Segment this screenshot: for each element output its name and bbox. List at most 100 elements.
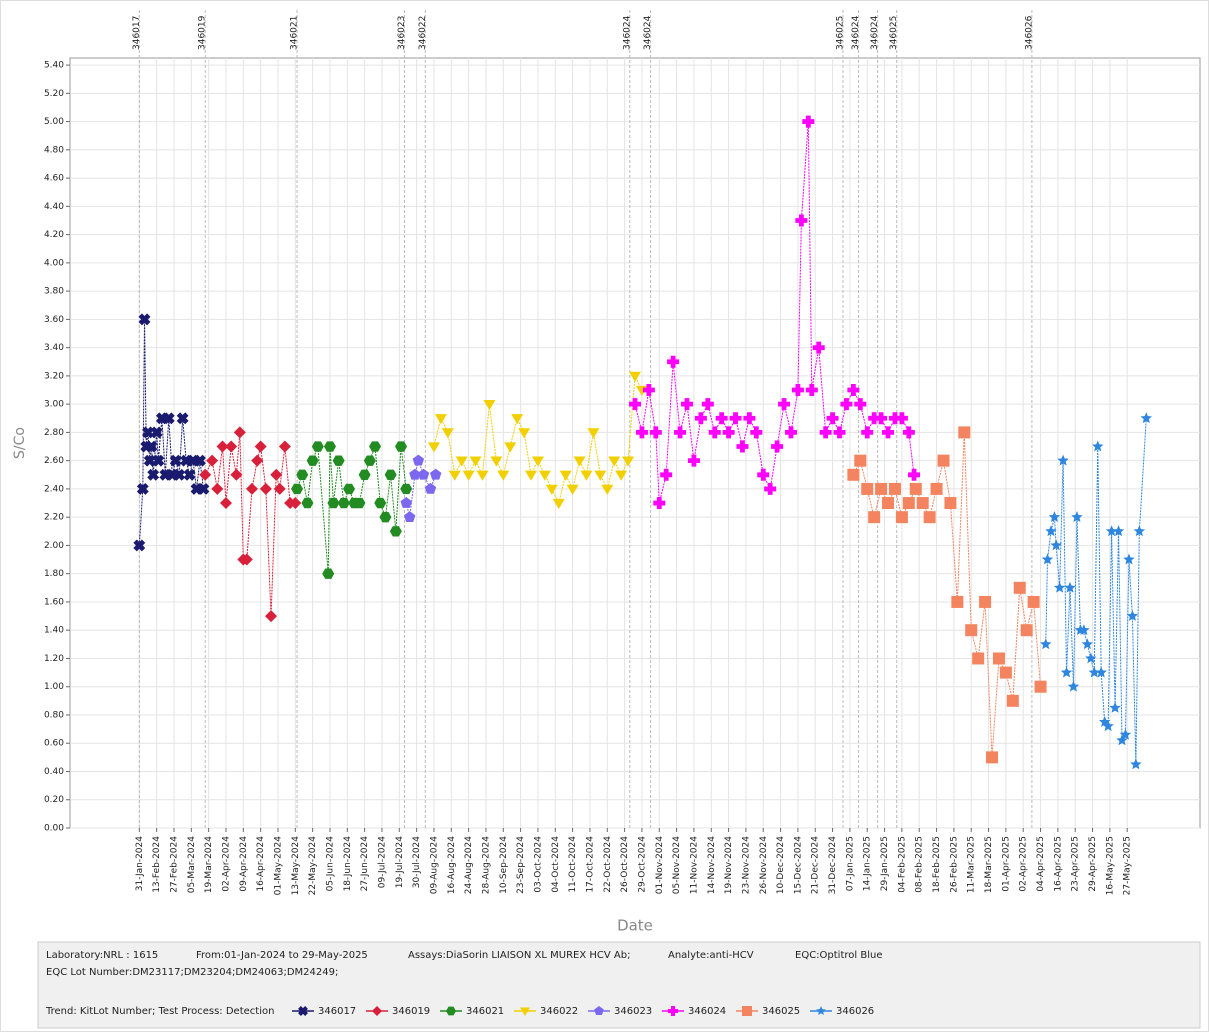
legend-marker (742, 1006, 752, 1016)
data-point (937, 454, 950, 467)
x-tick-label: 29-Jan-2025 (880, 836, 890, 891)
data-point (150, 426, 163, 439)
y-tick-label: 0.40 (44, 767, 64, 777)
data-point (1123, 553, 1135, 565)
data-point (403, 511, 416, 523)
series-line (852, 432, 1042, 758)
lot-label: 346025 (835, 16, 845, 50)
data-point (784, 426, 797, 439)
y-tick-label: 2.60 (44, 456, 64, 466)
data-point (169, 454, 182, 467)
data-point (291, 483, 304, 495)
lot-label: 346024 (622, 15, 632, 50)
lot-label: 346017 (132, 16, 142, 50)
data-point (653, 497, 666, 510)
data-point (812, 341, 825, 354)
data-point (992, 652, 1005, 665)
y-tick-label: 0.60 (44, 739, 64, 749)
data-point (629, 398, 641, 411)
x-tick-label: 18-Jun-2024 (343, 836, 353, 892)
data-point (1060, 666, 1073, 678)
x-tick-label: 14-Jan-2025 (863, 836, 873, 891)
x-tick-label: 18-Mar-2025 (984, 836, 994, 893)
x-tick-label: 19-Mar-2024 (204, 836, 214, 894)
x-tick-label: 30-Jul-2024 (412, 836, 422, 888)
data-point (694, 412, 707, 425)
x-tick-label: 27-Feb-2024 (169, 836, 179, 893)
data-point (147, 468, 160, 481)
data-point (455, 456, 468, 467)
x-tick-label: 23-Nov-2024 (741, 836, 751, 894)
lot-label: 346023 (397, 16, 407, 50)
y-tick-label: 5.40 (44, 61, 64, 71)
data-point (840, 398, 853, 411)
data-point (1081, 638, 1094, 650)
data-point (868, 412, 881, 425)
legend-marker (594, 1006, 604, 1016)
y-tick-label: 4.20 (44, 230, 64, 240)
data-point (1006, 694, 1019, 707)
data-point (573, 456, 586, 467)
data-point (476, 470, 489, 481)
x-tick-label: 10-Sep-2024 (499, 836, 509, 894)
data-point (882, 497, 895, 510)
data-point (587, 428, 600, 439)
data-point (409, 468, 421, 480)
data-point (875, 482, 888, 495)
data-point (722, 426, 735, 439)
x-tick-label: 11-Nov-2024 (689, 836, 699, 894)
y-tick-label: 1.60 (44, 597, 64, 607)
x-tick-label: 24-Aug-2024 (464, 836, 474, 895)
data-point (944, 497, 957, 510)
data-point (211, 482, 224, 495)
data-point (1027, 595, 1040, 608)
data-point (802, 115, 815, 128)
legend-marker (816, 1006, 826, 1016)
data-point (323, 441, 336, 452)
x-tick-label: 31-Jan-2024 (135, 836, 145, 892)
x-tick-label: 29-Apr-2025 (1088, 836, 1098, 892)
data-point (916, 497, 929, 510)
data-point (511, 414, 524, 425)
data-point (525, 470, 538, 481)
data-point (819, 426, 832, 439)
data-point (254, 440, 267, 453)
info-panel (37, 941, 1201, 1029)
plot-area (69, 57, 1201, 829)
x-tick-label: 31-Dec-2024 (828, 836, 838, 895)
data-point (1020, 624, 1033, 637)
data-point (986, 751, 999, 764)
data-point (183, 468, 196, 481)
data-point (1053, 581, 1066, 593)
data-point (1095, 666, 1107, 678)
x-tick-label: 19-Nov-2024 (724, 836, 734, 894)
data-point (642, 384, 655, 397)
data-point (1116, 734, 1128, 746)
legend-label: 346022 (540, 1006, 578, 1017)
data-point (958, 426, 971, 439)
data-point (389, 526, 402, 537)
data-point (594, 470, 607, 481)
data-point (278, 440, 291, 453)
data-point (152, 454, 165, 467)
y-tick-label: 3.00 (44, 400, 64, 410)
data-point (176, 412, 189, 425)
x-tick-label: 27-May-2025 (1123, 836, 1133, 895)
data-point (764, 482, 777, 495)
data-point (417, 468, 430, 480)
data-point (483, 399, 496, 411)
data-point (951, 595, 964, 608)
legend-label: 346026 (836, 1006, 874, 1017)
y-tick-label: 0.20 (44, 795, 64, 805)
data-point (270, 468, 283, 481)
data-point (1013, 581, 1026, 594)
data-point (332, 455, 345, 466)
legend-marker (298, 1006, 308, 1016)
data-point (833, 426, 846, 439)
data-point (868, 511, 881, 524)
data-point (138, 313, 151, 326)
data-point (622, 456, 635, 467)
data-point (979, 595, 992, 608)
x-tick-label: 13-Feb-2024 (152, 836, 162, 893)
x-tick-label: 21-Dec-2024 (811, 836, 821, 895)
